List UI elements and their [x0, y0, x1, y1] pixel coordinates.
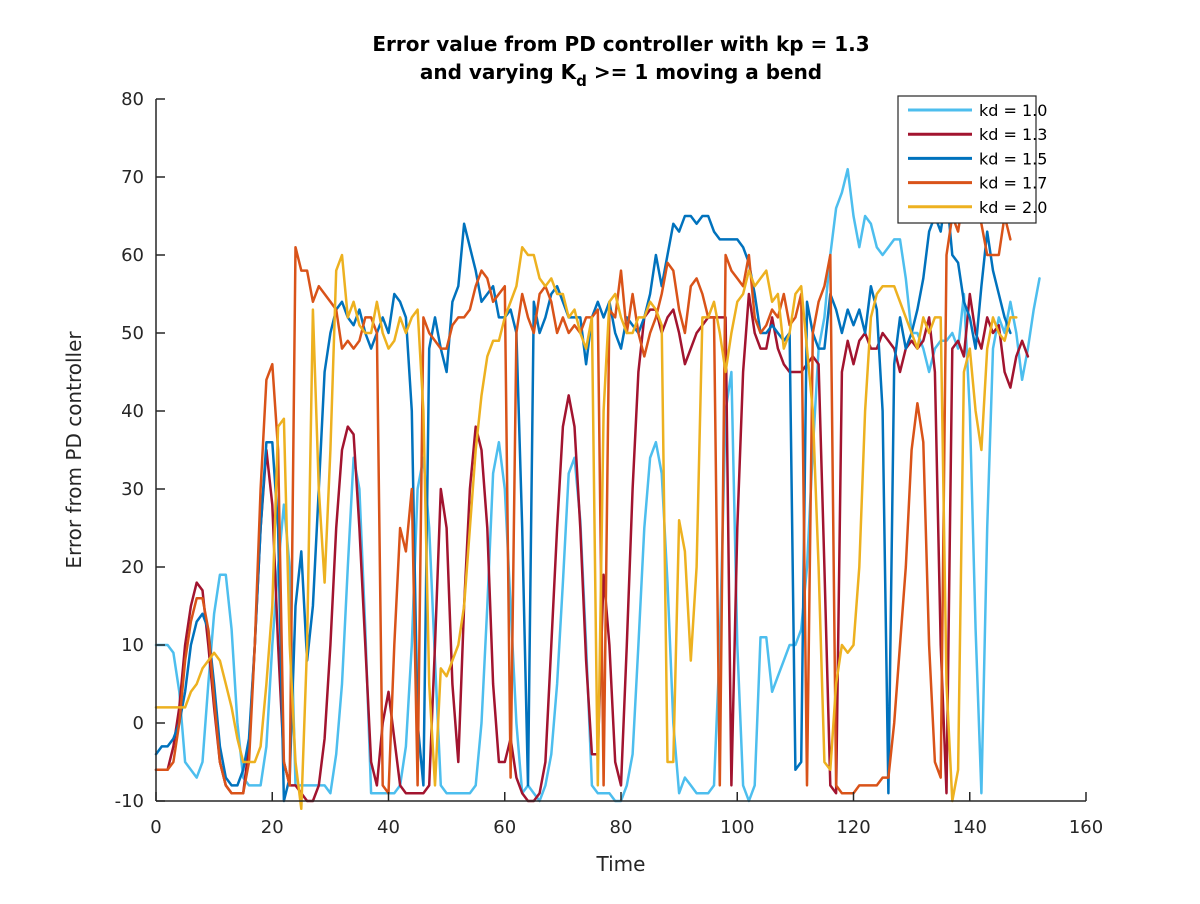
y-tick-label: 40 — [121, 401, 144, 422]
x-tick-label: 120 — [836, 817, 870, 838]
y-tick-label: 30 — [121, 479, 144, 500]
x-axis-label: Time — [596, 852, 646, 876]
chart-title-subscript: d — [576, 72, 587, 90]
series-line-4 — [154, 245, 1018, 811]
chart-title-line1: Error value from PD controller with kp =… — [372, 32, 869, 56]
chart-title-line2-post: >= 1 moving a bend — [587, 60, 822, 84]
y-tick-label: 50 — [121, 323, 144, 344]
legend: kd = 1.0 kd = 1.3 kd = 1.5 kd = 1.7 kd = 2.0 — [897, 95, 1047, 224]
chart-title-line2: and varying Kd >= 1 moving a bend — [420, 60, 822, 90]
x-tick-label: 160 — [1069, 817, 1103, 838]
y-tick-label: 20 — [121, 557, 144, 578]
legend-label-2: kd = 1.5 — [979, 149, 1047, 168]
legend-label-4: kd = 2.0 — [979, 198, 1047, 217]
x-tick-label: 40 — [377, 817, 400, 838]
legend-label-0: kd = 1.0 — [979, 101, 1047, 120]
legend-label-3: kd = 1.7 — [979, 174, 1047, 193]
x-tick-label: 20 — [261, 817, 284, 838]
y-tick-label: 70 — [121, 167, 144, 188]
y-tick-label: -10 — [115, 791, 144, 812]
x-tick-label: 0 — [150, 817, 161, 838]
y-tick-label: 10 — [121, 635, 144, 656]
y-tick-label: 0 — [133, 713, 144, 734]
tick-labels: 0 20 40 60 80 100 120 140 160 -10 0 10 20 30 40 50 60 70 8… — [115, 89, 1104, 838]
x-tick-label: 140 — [953, 817, 987, 838]
x-tick-label: 60 — [493, 817, 516, 838]
chart-title: Error value from PD controller with kp =… — [372, 32, 869, 90]
series-line-3 — [154, 191, 1012, 795]
y-axis-label: Error from PD controller — [62, 331, 86, 569]
series-lines — [154, 167, 1041, 811]
legend-label-1: kd = 1.3 — [979, 125, 1047, 144]
axes — [155, 98, 1087, 802]
x-tick-label: 100 — [720, 817, 754, 838]
y-tick-label: 60 — [121, 245, 144, 266]
x-tick-label: 80 — [610, 817, 633, 838]
y-tick-label: 80 — [121, 89, 144, 110]
chart-title-line2-pre: and varying K — [420, 60, 578, 84]
